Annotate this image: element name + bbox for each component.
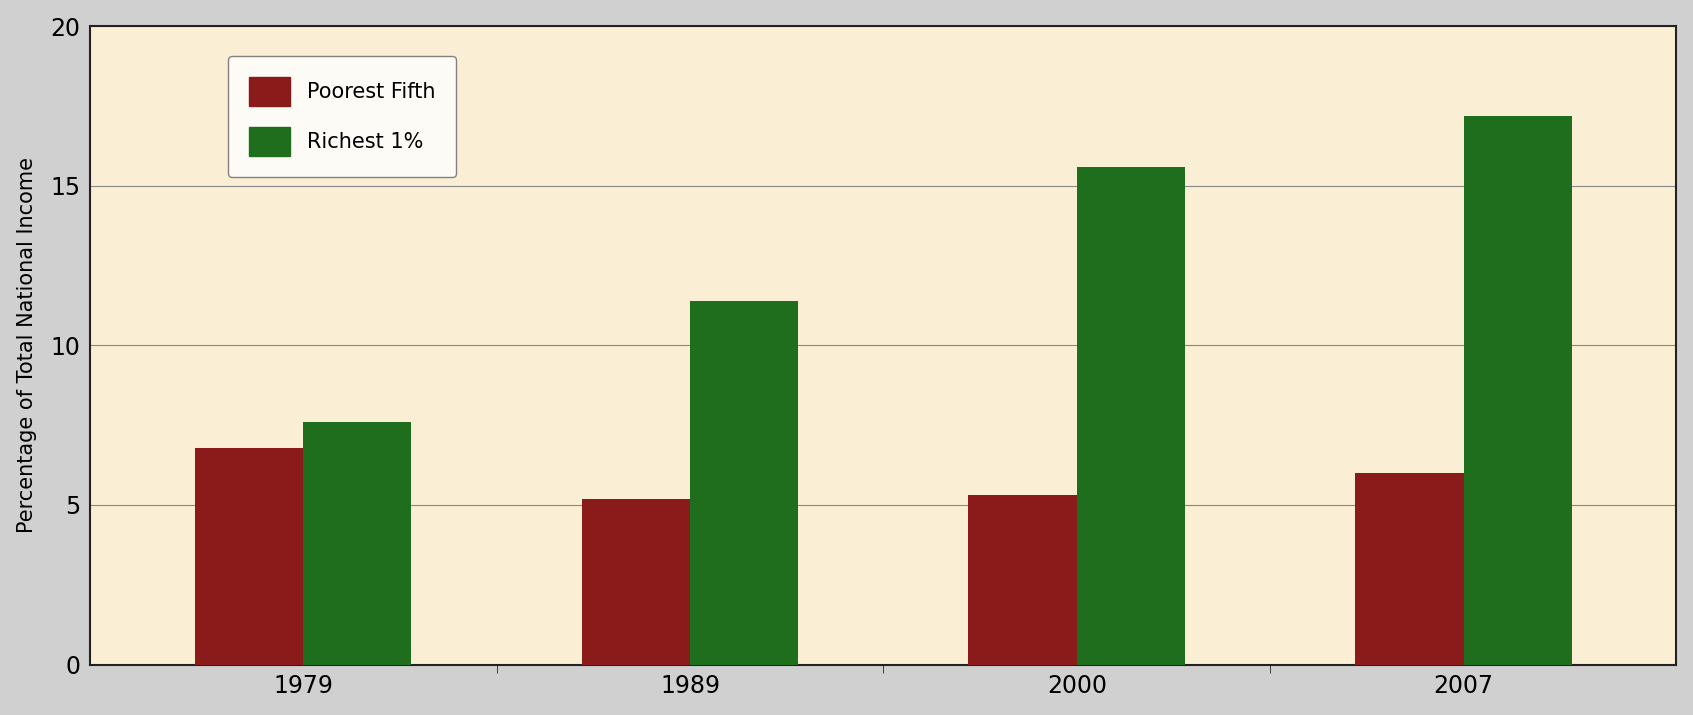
Bar <box>582 498 691 665</box>
Bar <box>1463 116 1571 665</box>
Y-axis label: Percentage of Total National Income: Percentage of Total National Income <box>17 157 37 533</box>
Bar <box>968 495 1077 665</box>
Bar <box>1077 167 1185 665</box>
Bar <box>1356 473 1463 665</box>
Legend: Poorest Fifth, Richest 1%: Poorest Fifth, Richest 1% <box>227 56 455 177</box>
Bar <box>303 422 411 665</box>
Bar <box>195 448 303 665</box>
Bar <box>691 301 799 665</box>
